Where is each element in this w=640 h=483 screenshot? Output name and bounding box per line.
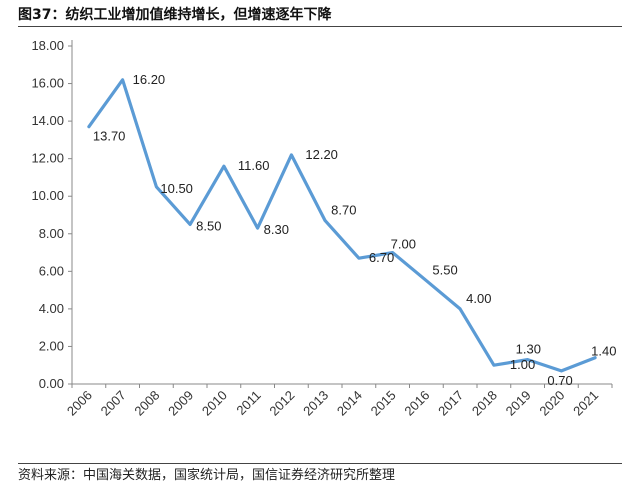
- x-tick-label: 2007: [98, 388, 129, 419]
- data-label: 1.00: [510, 357, 535, 372]
- x-tick-label: 2009: [165, 388, 196, 419]
- data-label: 8.30: [264, 222, 289, 237]
- title-divider: [18, 26, 622, 27]
- x-tick-label: 2021: [570, 388, 601, 419]
- data-label: 1.30: [516, 342, 541, 357]
- x-tick-label: 2018: [469, 388, 500, 419]
- data-label: 10.50: [160, 181, 193, 196]
- y-tick-label: 0.00: [39, 376, 64, 391]
- y-tick-label: 12.00: [31, 151, 64, 166]
- x-tick-label: 2010: [199, 388, 230, 419]
- data-label: 5.50: [432, 263, 457, 278]
- x-tick-label: 2017: [435, 388, 466, 419]
- y-tick-label: 6.00: [39, 263, 64, 278]
- x-axis-ticks: 2006 2007 2008 2009 2010 2011 2012 2013 2014 2015…: [64, 384, 613, 419]
- y-tick-label: 4.00: [39, 301, 64, 316]
- y-tick-label: 2.00: [39, 338, 64, 353]
- x-tick-label: 2020: [536, 388, 567, 419]
- data-label: 8.50: [196, 218, 221, 233]
- x-tick-label: 2013: [300, 388, 331, 419]
- x-tick-label: 2019: [503, 388, 534, 419]
- x-tick-label: 2008: [131, 388, 162, 419]
- data-label: 8.70: [331, 203, 356, 218]
- data-label: 11.60: [238, 158, 270, 173]
- x-tick-label: 2015: [368, 388, 399, 419]
- x-tick-label: 2012: [266, 388, 297, 419]
- source-note: 资料来源：中国海关数据，国家统计局，国信证券经济研究所整理: [18, 468, 396, 483]
- x-tick-label: 2014: [334, 388, 365, 419]
- y-tick-label: 18.00: [31, 38, 64, 53]
- data-label: 0.70: [547, 373, 572, 388]
- data-label: 13.70: [93, 129, 126, 144]
- series-line: [87, 78, 597, 373]
- data-label: 1.40: [591, 344, 616, 359]
- data-label: 16.20: [133, 72, 166, 87]
- y-tick-label: 16.00: [31, 76, 64, 91]
- footer-divider: [18, 463, 622, 464]
- data-labels: 13.70 16.20 10.50 8.50 11.60 8.30 12.20 8.70 6.7…: [93, 72, 617, 388]
- line-chart: 0.00 2.00 4.00 6.00 8.00 10.00 12.00 14.00 16.00…: [31, 38, 617, 419]
- data-label: 12.20: [305, 147, 338, 162]
- data-label: 6.70: [369, 250, 394, 265]
- y-axis-ticks: 0.00 2.00 4.00 6.00 8.00 10.00 12.00 14.00 16.00…: [31, 38, 72, 391]
- y-tick-label: 10.00: [31, 188, 64, 203]
- data-label: 7.00: [391, 237, 416, 252]
- y-tick-label: 14.00: [31, 113, 64, 128]
- x-tick-label: 2011: [233, 388, 263, 418]
- y-tick-label: 8.00: [39, 226, 64, 241]
- chart-title: 图37：纺织工业增加值维持增长，但增速逐年下降: [18, 7, 332, 23]
- series-lines: [87, 78, 597, 373]
- x-tick-label: 2016: [401, 388, 432, 419]
- x-tick-label: 2006: [64, 388, 95, 419]
- data-label: 4.00: [466, 291, 491, 306]
